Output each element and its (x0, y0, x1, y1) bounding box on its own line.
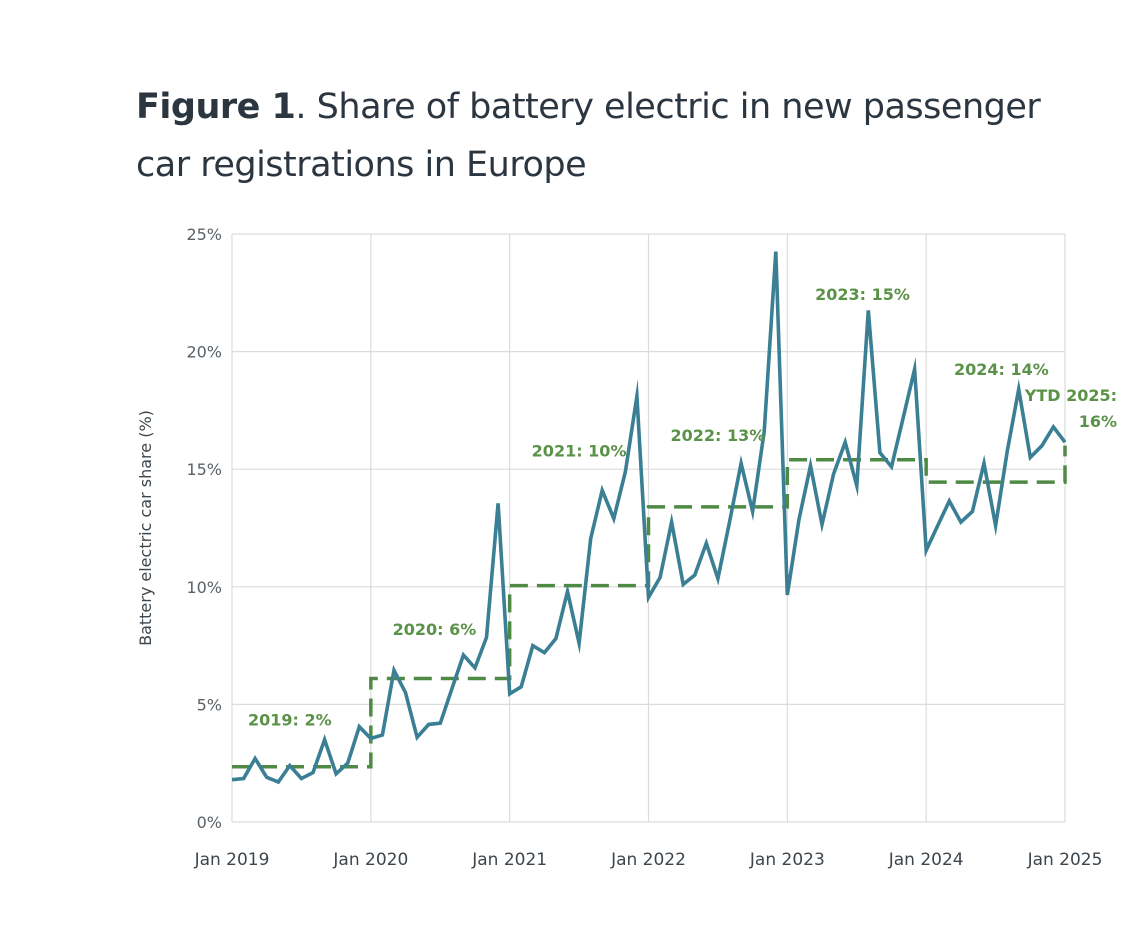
figure-number: Figure 1 (136, 87, 296, 127)
annual-share-annotation: YTD 2025: (1024, 386, 1117, 405)
figure-title: Figure 1. Share of battery electric in n… (136, 78, 1096, 194)
annual-share-annotation: 2022: 13% (671, 426, 766, 445)
x-tick-label: Jan 2024 (888, 850, 964, 870)
y-tick-label: 0% (197, 813, 222, 832)
y-axis-ticks: 0% 5% 10% 15% 20% 25% (186, 225, 222, 832)
y-tick-label: 25% (186, 225, 222, 244)
monthly-line (231, 251, 1067, 785)
y-tick-label: 5% (197, 695, 222, 714)
x-tick-label: Jan 2022 (610, 850, 686, 870)
annual-share-annotation: 2021: 10% (532, 441, 627, 460)
y-tick-label: 15% (186, 460, 222, 479)
x-tick-label: Jan 2025 (1027, 850, 1103, 870)
annual-share-annotation: 2019: 2% (248, 711, 332, 730)
annual-average-series (232, 445, 1067, 769)
y-axis-label: Battery electric car share (%) (136, 410, 155, 646)
annual-step-line (232, 445, 1067, 769)
x-tick-label: Jan 2019 (194, 850, 270, 870)
annual-share-annotation: 2023: 15% (815, 285, 910, 304)
annual-share-annotation: 2020: 6% (393, 620, 477, 639)
annual-share-annotation: 16% (1079, 412, 1117, 431)
x-tick-label: Jan 2020 (332, 850, 408, 870)
y-tick-label: 10% (186, 578, 222, 597)
x-tick-label: Jan 2021 (471, 850, 547, 870)
annotations: 2019: 2% 2020: 6% 2021: 10% 2022: 13% 2023: … (248, 285, 1117, 730)
figure-title-text: . Share of battery electric in new passe… (136, 87, 1041, 185)
x-tick-label: Jan 2023 (749, 850, 825, 870)
x-axis-ticks: Jan 2019 Jan 2020 Jan 2021 Jan 2022 Jan 2023… (194, 850, 1103, 870)
monthly-series (231, 251, 1067, 785)
annual-share-annotation: 2024: 14% (954, 360, 1049, 379)
y-tick-label: 20% (186, 343, 222, 362)
